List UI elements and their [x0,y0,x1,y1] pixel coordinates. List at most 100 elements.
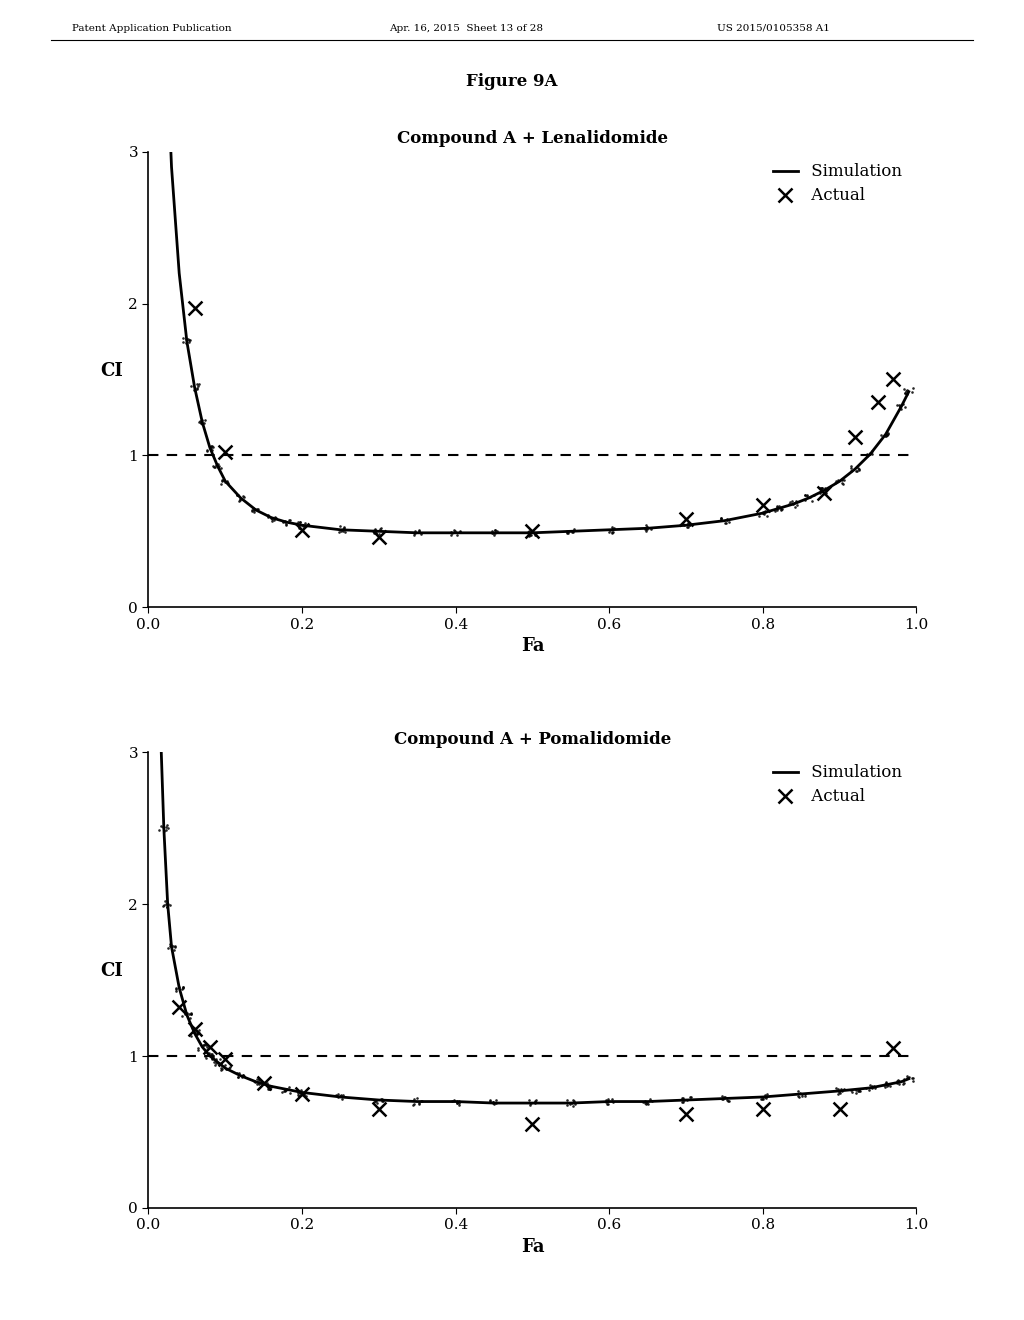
Point [174,1006,190,1027]
Point [153,816,169,837]
Point [266,510,283,531]
Point [408,523,424,544]
Point [197,409,213,430]
Point [244,500,260,521]
Point [183,1003,200,1024]
Point [600,1088,616,1109]
Point [719,510,735,531]
Point [890,1069,906,1090]
Point [848,461,864,482]
Point [831,1081,848,1102]
Point [282,1077,298,1098]
Point [831,1082,848,1104]
Point [877,425,893,446]
Point [713,507,729,528]
Point [213,474,229,495]
Point [156,820,172,841]
Point [676,1089,692,1110]
Point [882,1076,898,1097]
Point [372,519,388,540]
Point [520,521,537,543]
Point [373,517,389,539]
Point [879,1076,895,1097]
Point [521,520,538,541]
Point [643,517,659,539]
Point [184,1022,201,1043]
Point [682,515,698,536]
Point [275,511,292,532]
Point [259,507,275,528]
Point [603,1089,620,1110]
Point [204,1043,220,1064]
Point [189,1039,206,1060]
Point [367,1092,383,1113]
Point [165,935,181,956]
Point [644,1090,660,1111]
Point [336,521,352,543]
Point [487,520,504,541]
Point [445,1090,462,1111]
Point [335,1084,351,1105]
Point [755,1088,771,1109]
Point [604,519,621,540]
Point [639,1093,655,1114]
Point [413,523,429,544]
Point [410,1088,426,1109]
Point [849,461,865,482]
Point [859,446,876,467]
Point [786,492,803,513]
Point [452,521,468,543]
Point [755,502,771,523]
Point [177,329,194,350]
Point [371,1098,387,1119]
Point [639,519,655,540]
Point [797,484,813,506]
Point [904,381,921,403]
Point [156,895,172,916]
Point [880,422,896,444]
Point [798,1084,814,1105]
Point [246,502,262,523]
Point [197,1039,213,1060]
Point [333,520,349,541]
Point [891,393,907,414]
Point [291,517,307,539]
Point [443,525,460,546]
Point [199,441,215,462]
Point [526,1090,543,1111]
Point [521,1094,538,1115]
Point [719,508,735,529]
Point [676,515,692,536]
Point [792,1082,808,1104]
Point [371,527,387,548]
Point [202,437,218,458]
Point [157,894,173,915]
Point [843,458,859,479]
Point [249,499,265,520]
Point [213,1053,229,1074]
Point [189,1038,206,1059]
Point [167,936,183,957]
Point [759,506,775,527]
Point [889,1071,905,1092]
Point [714,1085,730,1106]
Point [175,977,191,998]
Point [786,496,803,517]
Point [769,496,785,517]
Point [264,508,281,529]
Point [897,396,913,417]
Point [274,511,291,532]
Point [218,471,234,492]
Point [233,1067,250,1088]
Point [558,523,574,544]
Point [521,525,538,546]
Point [558,520,574,541]
Point [787,491,804,512]
Point [374,1089,390,1110]
Point [208,1049,224,1071]
Point [412,1092,428,1113]
Point [896,1073,912,1094]
Point [188,1023,205,1044]
Point [527,1090,544,1111]
Point [229,1063,246,1084]
